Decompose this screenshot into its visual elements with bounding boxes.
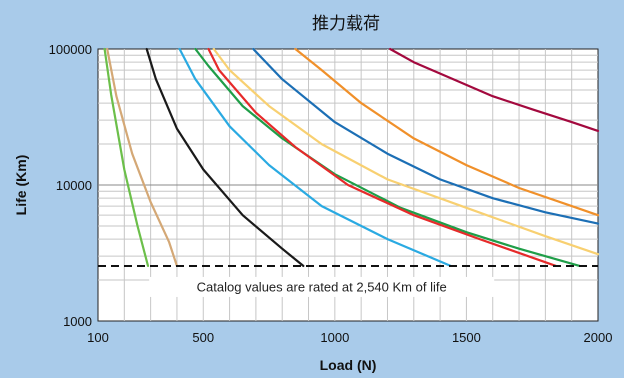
x-tick-label: 1500 — [452, 330, 481, 345]
chart-title: 推力载荷 — [312, 14, 380, 33]
series-lines — [103, 47, 600, 267]
series-line-9 — [294, 47, 600, 217]
annotation-background — [149, 276, 495, 297]
series-line-2 — [106, 47, 178, 267]
series-line-1 — [103, 47, 150, 267]
series-line-7 — [212, 47, 600, 256]
y-tick-label: 100000 — [49, 42, 92, 57]
series-line-8 — [252, 47, 600, 225]
x-axis-label: Load (N) — [320, 357, 377, 373]
series-line-6 — [207, 47, 558, 267]
x-tick-labels: 100 500 1000 1500 2000 — [87, 330, 612, 345]
x-tick-label: 500 — [192, 330, 214, 345]
annotation-text: Catalog values are rated at 2,540 Km of … — [197, 279, 447, 294]
y-tick-labels: 1000 10000 100000 — [49, 42, 92, 329]
y-tick-label: 1000 — [63, 314, 92, 329]
x-tick-label: 2000 — [584, 330, 613, 345]
series-line-4 — [178, 47, 452, 267]
y-axis-label: Life (Km) — [13, 155, 29, 216]
series-line-3 — [145, 47, 305, 267]
series-line-10 — [389, 47, 600, 132]
y-tick-label: 10000 — [56, 178, 92, 193]
x-tick-label: 100 — [87, 330, 109, 345]
x-tick-label: 1000 — [320, 330, 349, 345]
